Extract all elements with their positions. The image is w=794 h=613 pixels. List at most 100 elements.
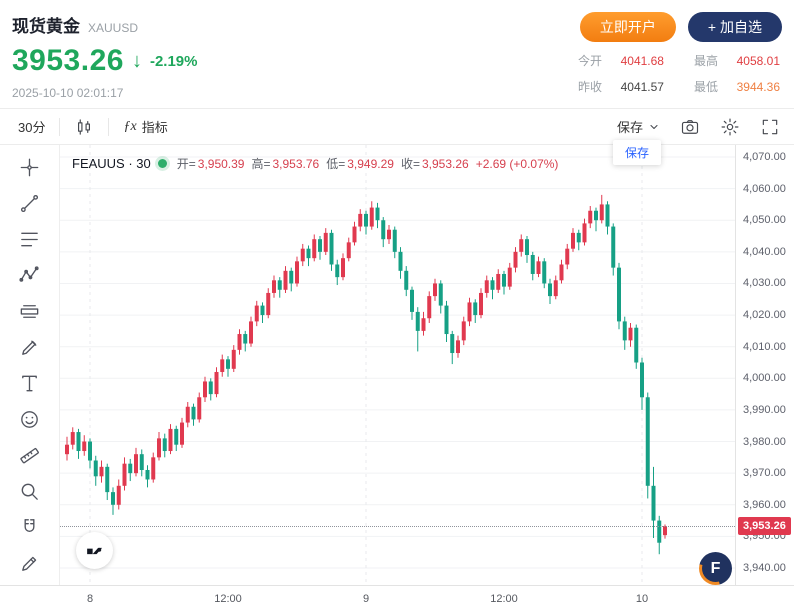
magnifier-icon xyxy=(21,483,38,500)
last-price: 3953.26 xyxy=(12,44,124,77)
chart-toolbar: 30分 ƒx 指标 保存 保存 xyxy=(0,108,794,165)
save-menu-item[interactable]: 保存 xyxy=(624,146,649,160)
low-label: 低= xyxy=(326,157,346,171)
toolbar-left: 30分 ƒx 指标 xyxy=(8,113,178,141)
fx-icon: ƒx xyxy=(123,118,137,134)
main-area: FEAUUS · 30 开= 3,950.39 高= 3,953.76 低= 3,949.… xyxy=(0,145,794,585)
symbol-title-row: 现货黄金 XAUUSD xyxy=(12,12,780,37)
series-title[interactable]: FEAUUS · 30 xyxy=(72,156,151,171)
magnet-icon xyxy=(24,518,35,532)
price-axis-label: 4,010.00 xyxy=(743,340,786,353)
header: 现货黄金 XAUUSD 3953.26 ↓ -2.19% 2025-10-10 … xyxy=(0,0,794,108)
brand-logo[interactable]: F xyxy=(699,552,732,585)
price-change-percent: -2.19% xyxy=(149,52,198,70)
stat-today-open: 今开 4041.68 xyxy=(578,52,664,69)
chart-settings-button[interactable] xyxy=(720,117,740,137)
trend-line-icon xyxy=(20,194,39,212)
text-tool-icon xyxy=(22,375,37,391)
time-axis-label: 8 xyxy=(86,593,94,605)
ruler-icon xyxy=(20,447,39,463)
tradingview-logo[interactable] xyxy=(76,532,113,569)
chart-legend: FEAUUS · 30 开= 3,950.39 高= 3,953.76 低= 3,949.… xyxy=(72,155,560,172)
price-down-arrow-icon: ↓ xyxy=(131,49,142,72)
edit-tool[interactable] xyxy=(13,546,47,580)
snapshot-button[interactable] xyxy=(680,117,700,137)
price-axis-label: 4,020.00 xyxy=(743,309,786,322)
last-price-tag: 3,953.26 xyxy=(738,517,791,536)
brush-tool[interactable] xyxy=(13,330,47,364)
price-axis[interactable]: 3,953.26 4,070.00 4,060.00 4,050.00 4,040.0… xyxy=(735,145,794,585)
brush-icon xyxy=(22,340,37,355)
open-label: 开= xyxy=(176,157,196,171)
time-axis[interactable]: 8 12:00 9 12:00 10 xyxy=(0,585,794,613)
stat-high: 最高 4058.01 xyxy=(694,52,780,69)
add-watchlist-button[interactable]: + 加自选 xyxy=(687,12,782,42)
position-tool-icon xyxy=(20,304,39,318)
interval-selector[interactable]: 30分 xyxy=(18,120,46,135)
price-axis-label: 3,980.00 xyxy=(743,435,786,448)
forecast-tool[interactable] xyxy=(13,294,47,328)
smiley-icon xyxy=(21,410,38,428)
text-tool[interactable] xyxy=(13,366,47,400)
stat-prev-close: 昨收 4041.57 xyxy=(578,78,664,95)
chart-area[interactable]: FEAUUS · 30 开= 3,950.39 高= 3,953.76 低= 3,949.… xyxy=(60,145,735,585)
symbol-code: XAUUSD xyxy=(88,21,139,35)
price-axis-label: 4,070.00 xyxy=(743,151,786,163)
close-label: 收= xyxy=(400,157,420,171)
brand-logo-letter: F xyxy=(702,555,729,582)
time-axis-label: 12:00 xyxy=(490,593,518,605)
save-label: 保存 xyxy=(616,120,643,135)
stat-label: 今开 xyxy=(577,54,602,68)
market-status-dot xyxy=(157,159,167,168)
stat-value: 3944.36 xyxy=(736,79,780,94)
chevron-down-icon xyxy=(650,124,658,129)
zoom-tool[interactable] xyxy=(13,474,47,508)
measure-tool[interactable] xyxy=(13,438,47,472)
price-axis-label: 4,060.00 xyxy=(743,182,786,195)
price-axis-label: 3,940.00 xyxy=(743,562,786,574)
crosshair-tool[interactable] xyxy=(13,150,47,184)
pencil-icon xyxy=(22,556,37,571)
high-value: 3,953.76 xyxy=(272,157,320,171)
chart-type-button[interactable] xyxy=(64,113,104,141)
fib-retracement-tool[interactable] xyxy=(13,222,47,256)
price-axis-label: 3,970.00 xyxy=(743,467,786,480)
stat-low: 最低 3944.36 xyxy=(694,78,780,95)
tradingview-logo-icon xyxy=(86,547,102,554)
time-axis-label: 12:00 xyxy=(214,593,242,605)
open-account-button[interactable]: 立即开户 xyxy=(579,12,676,42)
indicators-button[interactable]: ƒx 指标 xyxy=(113,113,177,140)
time-axis-labels: 8 12:00 9 12:00 10 xyxy=(60,586,735,613)
stat-value: 4058.01 xyxy=(736,53,780,68)
indicators-label: 指标 xyxy=(141,120,168,135)
close-value: 3,953.26 xyxy=(421,157,469,171)
candlestick-chart[interactable] xyxy=(60,145,735,585)
price-axis-label: 4,040.00 xyxy=(743,245,786,258)
save-button[interactable]: 保存 保存 xyxy=(612,117,661,165)
header-buttons: 立即开户 + 加自选 xyxy=(579,12,782,42)
stat-value: 4041.57 xyxy=(620,79,664,94)
drawing-tools-rail xyxy=(0,145,60,585)
quote-stats: 今开 4041.68 最高 4058.01 昨收 4041.57 最低 3944… xyxy=(578,52,780,95)
trend-line-tool[interactable] xyxy=(13,186,47,220)
fullscreen-button[interactable] xyxy=(760,117,780,137)
crosshair-icon xyxy=(20,158,39,176)
low-value: 3,949.29 xyxy=(347,157,394,171)
price-axis-label: 4,000.00 xyxy=(743,372,786,385)
bar-change: +2.69 (+0.07%) xyxy=(475,157,559,171)
price-row: 3953.26 ↓ -2.19% xyxy=(12,44,780,78)
pattern-tool[interactable] xyxy=(13,258,47,292)
magnet-tool[interactable] xyxy=(13,510,47,544)
time-axis-label: 9 xyxy=(362,593,370,605)
stat-label: 昨收 xyxy=(577,80,602,94)
symbol-name: 现货黄金 xyxy=(12,17,80,36)
quote-timestamp: 2025-10-10 02:01:17 xyxy=(12,86,124,100)
stat-label: 最低 xyxy=(693,80,718,94)
high-label: 高= xyxy=(251,157,271,171)
gear-icon xyxy=(721,118,739,135)
fullscreen-icon xyxy=(762,119,778,134)
time-axis-label: 10 xyxy=(635,593,649,605)
emoji-tool[interactable] xyxy=(13,402,47,436)
toolbar-divider xyxy=(59,117,61,136)
save-dropdown-menu: 保存 xyxy=(612,140,661,165)
